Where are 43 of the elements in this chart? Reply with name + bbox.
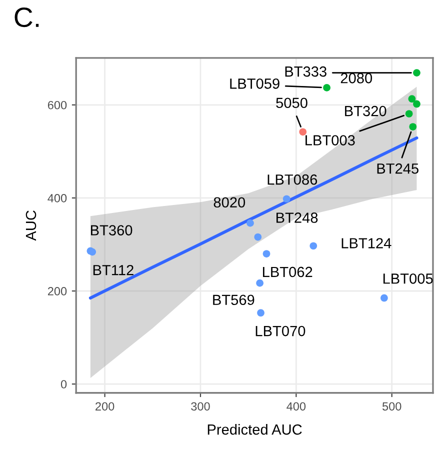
point bbox=[256, 279, 264, 287]
point bbox=[310, 242, 318, 250]
x-tick-label: 400 bbox=[286, 402, 306, 411]
point bbox=[413, 100, 420, 108]
annotation: LBT062 bbox=[262, 266, 312, 278]
annotation: LBT086 bbox=[268, 174, 318, 185]
y-tick-label: 600 bbox=[48, 100, 67, 110]
point bbox=[257, 309, 264, 317]
annotation: BT569 bbox=[213, 294, 254, 306]
x-axis-title: Predicted AUC bbox=[208, 424, 302, 435]
annotation: BT320 bbox=[345, 106, 386, 116]
annotation: LBT124 bbox=[342, 238, 392, 248]
point bbox=[380, 294, 388, 302]
chart-title: C. bbox=[14, 7, 39, 28]
annotation: BT333 bbox=[285, 66, 326, 77]
annotation: BT360 bbox=[90, 225, 132, 236]
annotation: 8020 bbox=[214, 197, 246, 208]
annotation: 2080 bbox=[340, 73, 372, 84]
annotation: BT248 bbox=[276, 212, 318, 223]
annotation: 5050 bbox=[276, 98, 308, 108]
point bbox=[246, 219, 254, 227]
x-tick-label: 300 bbox=[191, 402, 210, 411]
annotation: LBT059 bbox=[230, 78, 280, 89]
point bbox=[405, 110, 413, 118]
annotation: BT245 bbox=[377, 163, 418, 174]
point bbox=[408, 95, 416, 103]
point bbox=[282, 195, 290, 203]
y-tick-label: 0 bbox=[60, 380, 67, 388]
x-tick-label: 200 bbox=[96, 402, 114, 411]
y-tick-label: 400 bbox=[48, 194, 67, 202]
annotation: LBT070 bbox=[256, 326, 306, 336]
point bbox=[413, 69, 420, 76]
point bbox=[262, 250, 270, 258]
x-tick-label: 500 bbox=[382, 402, 402, 411]
point bbox=[254, 233, 262, 241]
annotation: LBT003 bbox=[306, 135, 355, 146]
y-tick-label: 200 bbox=[48, 287, 67, 296]
point bbox=[323, 84, 330, 92]
annotation: LBT005 bbox=[383, 274, 433, 284]
y-axis-title: AUC bbox=[26, 210, 36, 241]
point bbox=[299, 128, 307, 136]
annotation: BT112 bbox=[93, 264, 134, 276]
point bbox=[409, 123, 417, 130]
